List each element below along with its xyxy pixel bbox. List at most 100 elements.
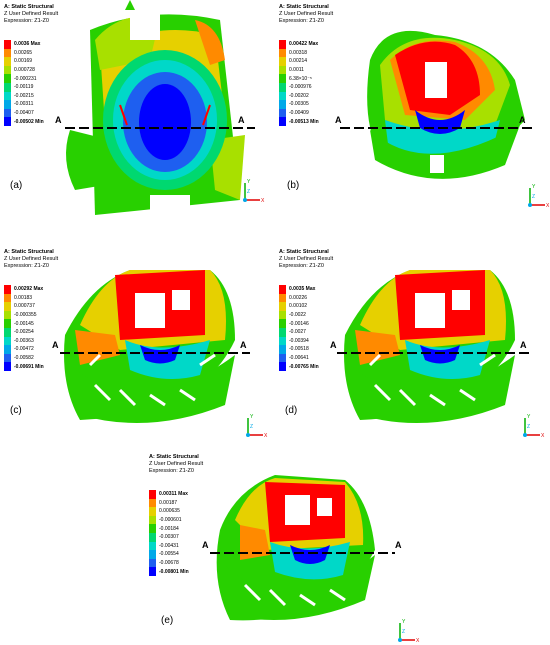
- axis-triad: Y X Z: [523, 414, 545, 439]
- legend-swatch: [279, 302, 286, 311]
- legend-swatch: [4, 65, 11, 75]
- header-title: A: Static Structural: [279, 249, 329, 255]
- legend-swatch: [4, 353, 11, 363]
- legend-swatch: [279, 74, 286, 83]
- legend-swatch: [279, 100, 286, 109]
- legend-value: -0.00431: [159, 542, 179, 549]
- header-subtitle: Z User Defined Result: [279, 11, 334, 17]
- section-label-right: A: [238, 115, 245, 125]
- legend-swatch: [279, 117, 286, 126]
- legend-row: -0.00145: [4, 319, 44, 328]
- legend-swatch: [279, 65, 286, 75]
- color-legend: 0.00422 Max 0.00318 0.00214 0.0011 6.38×10⁻⁵…: [279, 40, 319, 126]
- header-subtitle: Z User Defined Result: [149, 461, 204, 467]
- legend-value: 0.00265: [14, 49, 33, 56]
- legend-swatch: [4, 74, 11, 83]
- legend-swatch: [4, 336, 11, 346]
- legend-value: -0.0022: [289, 312, 306, 319]
- legend-row: -0.00801 Min: [149, 567, 189, 576]
- legend-value: 0.00292 Max: [14, 286, 44, 293]
- legend-swatch: [149, 515, 156, 525]
- axis-x-label: X: [416, 638, 420, 644]
- header-subtitle: Z User Defined Result: [4, 11, 59, 17]
- model-c: [60, 270, 250, 423]
- legend-value: -0.00678: [159, 560, 179, 567]
- header-subtitle: Z User Defined Result: [4, 256, 59, 262]
- legend-swatch: [4, 285, 11, 294]
- section-label-left: A: [55, 115, 62, 125]
- legend-swatch: [279, 327, 286, 337]
- panel-b: A: Static Structural Z User Defined Resu…: [275, 0, 550, 215]
- legend-row: -0.00394: [279, 336, 319, 346]
- header-expression: Expression: Z1-Z0: [279, 263, 324, 269]
- legend-value: -0.00145: [14, 320, 34, 327]
- legend-value: -0.00119: [14, 84, 34, 91]
- figure-label: (a): [10, 180, 23, 191]
- result-header: A: Static Structural Z User Defined Resu…: [279, 4, 333, 25]
- legend-value: 0.000737: [14, 303, 35, 310]
- legend-swatch: [4, 108, 11, 118]
- legend-swatch: [4, 302, 11, 311]
- header-subtitle: Z User Defined Result: [279, 256, 334, 262]
- legend-value: 0.000728: [14, 67, 35, 74]
- legend-row: -0.00765 Min: [279, 362, 319, 371]
- axis-triad: Y X Z: [528, 184, 550, 209]
- model-b: [340, 30, 535, 179]
- legend-value: -0.00311: [14, 101, 34, 108]
- axis-x-label: X: [541, 433, 545, 439]
- header-title: A: Static Structural: [149, 454, 199, 460]
- legend-value: -0.000355: [14, 312, 37, 319]
- legend-row: -0.00307: [149, 532, 189, 542]
- legend-swatch: [149, 498, 156, 508]
- legend-row: -0.00513 Min: [279, 117, 319, 126]
- legend-row: 0.00292 Max: [4, 285, 44, 294]
- legend-row: -0.00184: [149, 524, 189, 533]
- legend-row: 0.00183: [4, 293, 44, 303]
- legend-swatch: [149, 490, 156, 499]
- legend-row: -0.00691 Min: [4, 362, 44, 371]
- legend-swatch: [4, 319, 11, 328]
- legend-row: -0.00119: [4, 82, 44, 92]
- legend-swatch: [149, 524, 156, 533]
- legend-swatch: [4, 82, 11, 92]
- legend-value: -0.00363: [14, 337, 34, 344]
- legend-value: -0.000976: [289, 84, 312, 91]
- legend-value: -0.00394: [289, 337, 309, 344]
- legend-swatch: [279, 336, 286, 346]
- header-expression: Expression: Z1-Z0: [279, 18, 324, 24]
- legend-value: 0.00187: [159, 499, 178, 506]
- legend-row: -0.000601: [149, 515, 189, 525]
- legend-value: -0.00554: [159, 551, 179, 558]
- legend-value: -0.00146: [289, 320, 309, 327]
- legend-row: -0.000231: [4, 74, 44, 83]
- legend-swatch: [279, 319, 286, 328]
- legend-value: -0.00801 Min: [159, 568, 189, 575]
- legend-row: 0.000635: [149, 507, 189, 516]
- legend-swatch: [279, 345, 286, 354]
- axis-x-label: X: [546, 203, 550, 209]
- panel-c: A: Static Structural Z User Defined Resu…: [0, 245, 275, 445]
- axis-y-label: Y: [532, 184, 536, 190]
- color-legend: 0.00311 Max 0.00187 0.000635 -0.000601 -0.00…: [149, 490, 189, 576]
- legend-swatch: [279, 353, 286, 363]
- legend-value: -0.00582: [14, 355, 34, 362]
- legend-row: -0.0027: [279, 327, 319, 337]
- legend-swatch: [279, 82, 286, 92]
- section-label-right: A: [395, 540, 402, 550]
- legend-value: -0.00202: [289, 92, 309, 99]
- legend-value: -0.000601: [159, 517, 182, 524]
- axis-x-label: X: [261, 198, 265, 204]
- result-header: A: Static Structural Z User Defined Resu…: [4, 249, 58, 270]
- legend-value: 0.00183: [14, 294, 33, 301]
- result-header: A: Static Structural Z User Defined Resu…: [4, 4, 58, 25]
- axis-y-label: Y: [247, 179, 251, 185]
- legend-value: 0.00311 Max: [159, 491, 188, 498]
- legend-value: 0.00226: [289, 294, 308, 301]
- color-legend: 0.0036 Max 0.00265 0.00169 0.000728 -0.00023…: [4, 40, 44, 126]
- legend-value: -0.00513 Min: [289, 118, 319, 125]
- header-expression: Expression: Z1-Z0: [149, 468, 194, 474]
- axis-z-label: Z: [527, 424, 530, 430]
- legend-swatch: [4, 293, 11, 303]
- legend-value: -0.0027: [289, 329, 306, 336]
- legend-row: -0.00582: [4, 353, 44, 363]
